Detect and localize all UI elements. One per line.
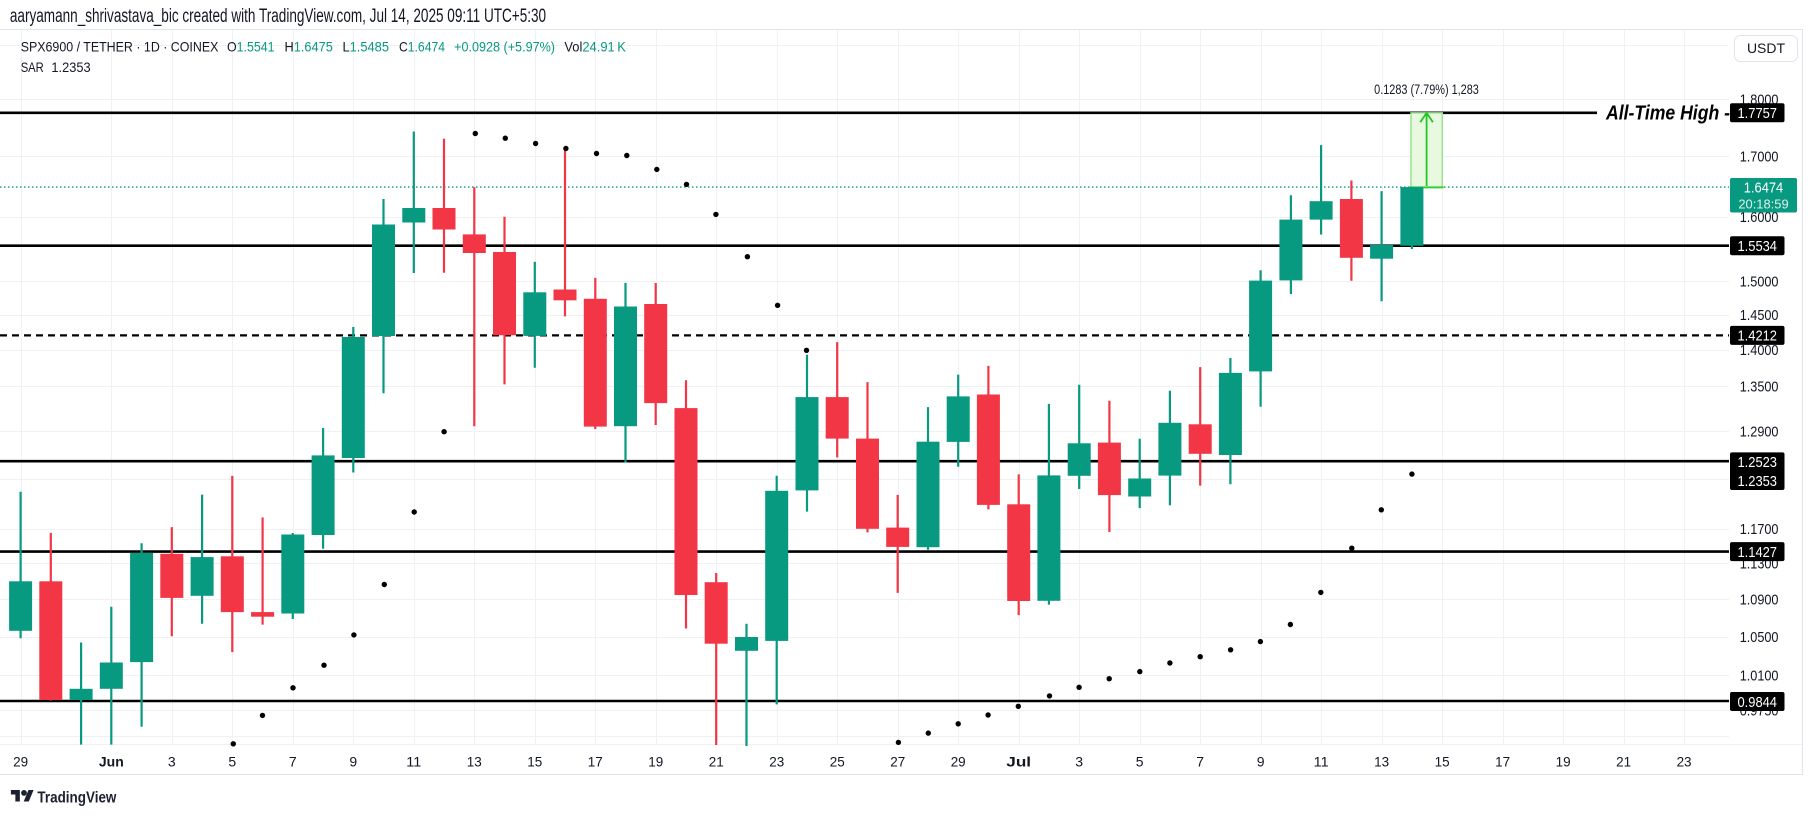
svg-text:23: 23 <box>769 753 784 769</box>
svg-text:21: 21 <box>1616 753 1631 769</box>
svg-text:3: 3 <box>1075 753 1083 769</box>
svg-text:1.0900: 1.0900 <box>1740 592 1779 609</box>
svg-text:1.4000: 1.4000 <box>1740 342 1779 359</box>
svg-text:21: 21 <box>709 753 724 769</box>
svg-text:1.2353: 1.2353 <box>1738 473 1778 490</box>
svg-text:17: 17 <box>1495 753 1510 769</box>
svg-text:13: 13 <box>467 753 482 769</box>
svg-text:aaryamann_shrivastava_bic crea: aaryamann_shrivastava_bic created with T… <box>10 6 546 27</box>
svg-text:SPX6900 / TETHER · 1D · COINEX: SPX6900 / TETHER · 1D · COINEX <box>21 38 219 54</box>
svg-text:29: 29 <box>951 753 966 769</box>
svg-text:3: 3 <box>168 753 176 769</box>
svg-text:0.1283 (7.79%) 1,283: 0.1283 (7.79%) 1,283 <box>1374 81 1479 97</box>
svg-text:1.0500: 1.0500 <box>1740 629 1779 646</box>
svg-text:1.1700: 1.1700 <box>1740 521 1779 538</box>
svg-text:20:18:59: 20:18:59 <box>1738 197 1788 212</box>
svg-text:17: 17 <box>588 753 603 769</box>
svg-text:1.2523: 1.2523 <box>1738 454 1778 471</box>
svg-text:1.4212: 1.4212 <box>1738 328 1778 345</box>
svg-text:11: 11 <box>1314 753 1329 769</box>
svg-text:All-Time High -: All-Time High - <box>1605 103 1730 125</box>
svg-text:5: 5 <box>228 753 236 769</box>
svg-text:9: 9 <box>349 753 357 769</box>
svg-text:1.6474: 1.6474 <box>1744 180 1784 197</box>
svg-text:1.1427: 1.1427 <box>1738 544 1778 561</box>
svg-text:7: 7 <box>289 753 297 769</box>
svg-text:O1.5541: O1.5541 <box>227 38 275 54</box>
svg-text:29: 29 <box>13 753 28 769</box>
svg-text:13: 13 <box>1374 753 1389 769</box>
svg-text:0.9844: 0.9844 <box>1738 694 1778 711</box>
svg-text:Jun: Jun <box>99 753 124 769</box>
svg-text:19: 19 <box>1556 753 1571 769</box>
svg-text:H1.6475: H1.6475 <box>285 38 333 54</box>
svg-text:1.3500: 1.3500 <box>1740 378 1779 395</box>
svg-text:1.0100: 1.0100 <box>1740 668 1779 685</box>
svg-text:TradingView: TradingView <box>37 789 116 806</box>
svg-text:9: 9 <box>1257 753 1265 769</box>
svg-text:L1.5485: L1.5485 <box>343 38 390 54</box>
svg-text:Vol24.91 K: Vol24.91 K <box>564 38 626 54</box>
svg-text:23: 23 <box>1677 753 1692 769</box>
svg-text:+0.0928 (+5.97%): +0.0928 (+5.97%) <box>454 38 555 54</box>
svg-text:1.7000: 1.7000 <box>1740 149 1779 166</box>
svg-text:1.7757: 1.7757 <box>1738 105 1778 122</box>
svg-text:5: 5 <box>1136 753 1144 769</box>
svg-text:7: 7 <box>1196 753 1204 769</box>
svg-text:25: 25 <box>830 753 845 769</box>
svg-text:USDT: USDT <box>1747 40 1786 56</box>
svg-text:1.6000: 1.6000 <box>1740 209 1779 226</box>
svg-text:1.2353: 1.2353 <box>51 59 90 75</box>
svg-text:15: 15 <box>1435 753 1450 769</box>
svg-text:1.2900: 1.2900 <box>1740 424 1779 441</box>
svg-text:1.4500: 1.4500 <box>1740 307 1779 324</box>
svg-text:15: 15 <box>527 753 542 769</box>
svg-text:1.5000: 1.5000 <box>1740 273 1779 290</box>
svg-text:SAR: SAR <box>21 59 44 75</box>
svg-text:Jul: Jul <box>1006 753 1031 769</box>
svg-text:19: 19 <box>648 753 663 769</box>
svg-text:11: 11 <box>406 753 421 769</box>
svg-text:C1.6474: C1.6474 <box>399 38 445 54</box>
svg-text:27: 27 <box>890 753 905 769</box>
svg-text:1.5534: 1.5534 <box>1738 238 1778 255</box>
